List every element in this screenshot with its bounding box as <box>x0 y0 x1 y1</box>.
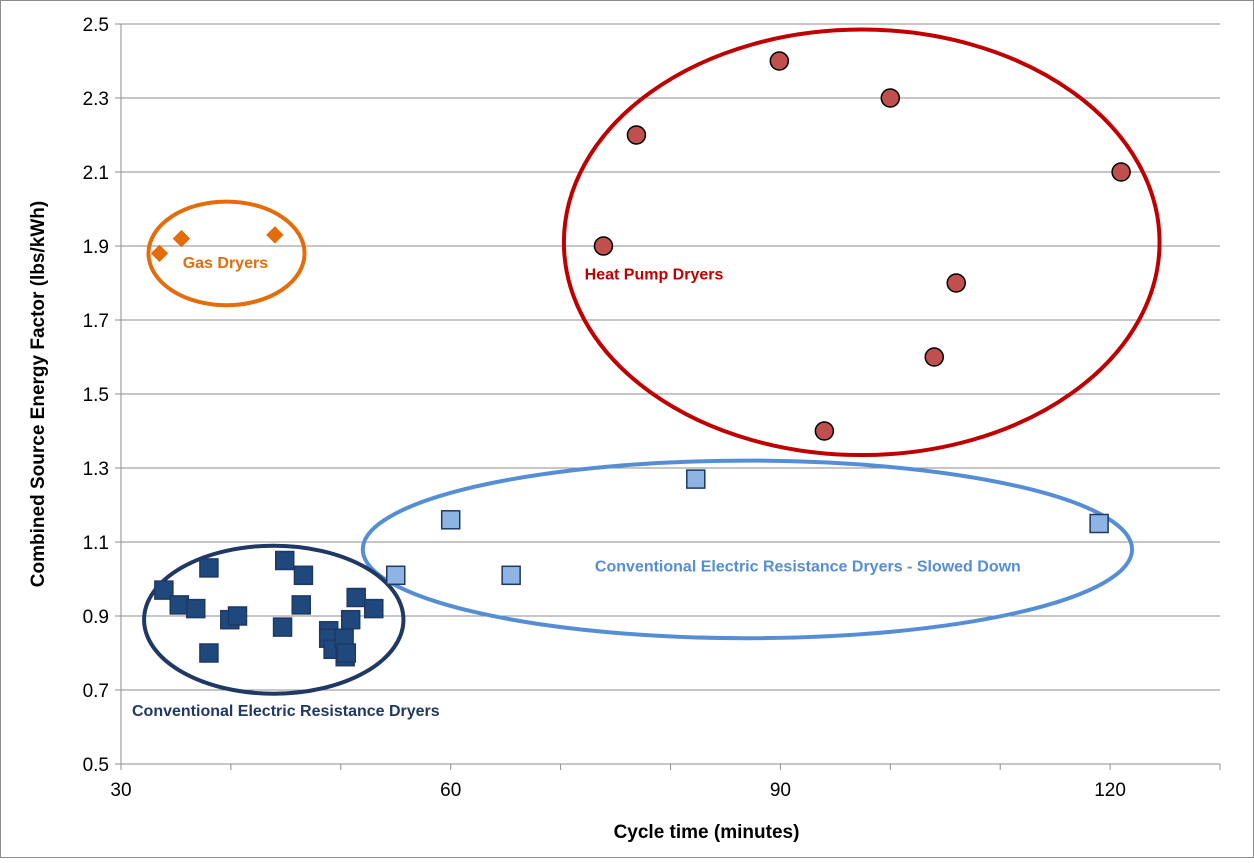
x-tick-label: 30 <box>110 780 131 801</box>
data-point <box>336 643 357 663</box>
data-point <box>275 550 295 571</box>
x-tick-label: 90 <box>770 780 791 801</box>
axes: 0.5 0.7 0.9 1.1 1.3 1.5 1.7 1.9 2.1 2.3 2.5 30 60 90 1… <box>28 15 1221 843</box>
y-tick-label: 2.3 <box>83 89 109 110</box>
x-tick-label: 60 <box>440 780 461 801</box>
y-tick-label: 1.3 <box>83 459 109 480</box>
data-point <box>386 565 406 586</box>
y-tick-label: 0.9 <box>83 607 109 628</box>
y-tick-label: 1.7 <box>83 311 109 332</box>
data-point <box>185 598 206 619</box>
x-axis-title: Cycle time (minutes) <box>614 822 800 843</box>
data-point <box>924 347 945 367</box>
data-point <box>769 51 790 71</box>
group-ellipse-gas-dryers <box>146 199 307 308</box>
group-ellipse-slowed-down-dryers <box>360 458 1135 641</box>
y-tick-label: 1.1 <box>83 533 109 554</box>
data-point <box>266 226 284 244</box>
data-point <box>227 606 248 626</box>
gridlines <box>121 23 1220 691</box>
annotations: Gas Dryers Heat Pump Dryers Conventional E… <box>132 255 1021 720</box>
data-point <box>880 88 901 108</box>
group-ellipse-heat-pump-dryers <box>561 27 1162 458</box>
group-outlines <box>142 27 1162 696</box>
data-point <box>291 595 311 615</box>
y-tick-label: 0.5 <box>83 755 109 776</box>
data-point <box>154 580 174 600</box>
x-tick-label: 120 <box>1094 780 1126 801</box>
data-point <box>440 510 461 530</box>
y-tick-label: 2.5 <box>83 15 109 36</box>
annotation-label: Conventional Electric Resistance Dryers … <box>595 559 1021 576</box>
data-point <box>946 273 966 293</box>
y-tick-label: 2.1 <box>83 163 109 184</box>
data-point <box>172 229 191 248</box>
data-point <box>1089 513 1109 534</box>
data-point <box>272 617 293 637</box>
data-point <box>340 609 361 630</box>
data-point <box>1111 162 1131 182</box>
data-point <box>364 598 384 619</box>
y-axis-title: Combined Source Energy Factor (lbs/kWh) <box>28 201 49 587</box>
data-point <box>169 595 189 615</box>
data-points <box>150 51 1131 667</box>
data-point <box>686 469 706 489</box>
group-ellipse-conventional-dryers <box>142 543 406 696</box>
data-point <box>293 565 314 586</box>
y-tick-label: 1.9 <box>83 237 109 258</box>
data-point <box>199 558 219 578</box>
data-point <box>501 565 521 586</box>
data-point <box>593 236 614 256</box>
data-point <box>150 244 169 263</box>
data-point <box>199 643 219 663</box>
annotation-label: Heat Pump Dryers <box>585 266 724 283</box>
y-tick-label: 1.5 <box>83 385 109 406</box>
annotation-label: Conventional Electric Resistance Dryers <box>132 703 440 720</box>
data-point <box>626 125 647 145</box>
data-point <box>814 421 835 441</box>
data-point <box>346 587 366 608</box>
y-tick-label: 0.7 <box>83 681 109 702</box>
annotation-label: Gas Dryers <box>183 255 268 272</box>
